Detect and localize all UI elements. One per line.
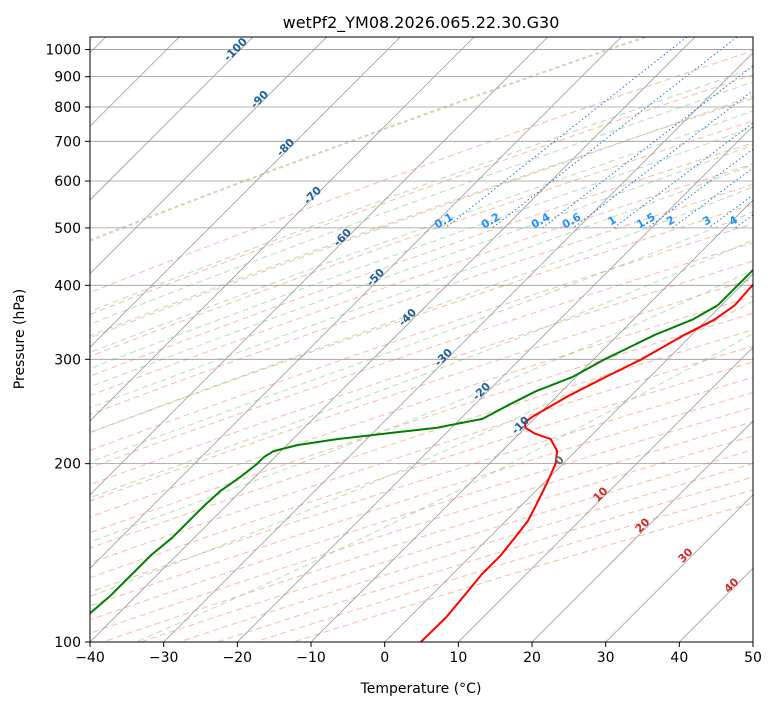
y-tick-label: 100: [54, 635, 81, 651]
y-tick-label: 300: [54, 352, 81, 368]
mixing-ratio-line: [542, 65, 753, 229]
y-tick-label: 500: [54, 221, 81, 237]
y-tick-label: 800: [54, 100, 81, 116]
dry-adiabat: [90, 329, 753, 549]
isotherm-line: [605, 494, 753, 642]
dry-adiabat: [90, 120, 753, 357]
y-tick-label: 400: [54, 278, 81, 294]
moist-adiabat: [90, 95, 753, 339]
dry-adiabat: [90, 142, 753, 377]
isotherm-line: [752, 641, 753, 642]
x-tick-label: −30: [149, 650, 179, 666]
isotherm-line: [384, 273, 753, 642]
dry-adiabat: [90, 376, 753, 593]
x-tick-label: −10: [296, 650, 326, 666]
moist-adiabat: [90, 110, 753, 354]
dry-adiabat: [293, 502, 753, 642]
x-tick-label: 30: [597, 650, 615, 666]
x-tick-label: 20: [523, 650, 541, 666]
dewpoint-profile-line: [90, 268, 753, 615]
isotherm-line: [310, 199, 753, 642]
isotherm-line: [90, 37, 622, 569]
chart-title: wetPf2_YM08.2026.065.22.30.G30: [283, 13, 560, 33]
y-tick-label: 900: [54, 70, 81, 86]
moist-adiabat: [90, 126, 753, 370]
y-tick-label: 200: [54, 457, 81, 473]
temperature-profile-line: [420, 283, 753, 642]
isotherm-line: [531, 420, 753, 642]
isotherm-line: [237, 125, 753, 642]
dry-adiabat: [90, 203, 753, 434]
x-axis-label: Temperature (°C): [360, 681, 482, 697]
moist-adiabat: [90, 81, 753, 325]
y-tick-label: 1000: [45, 43, 81, 59]
isotherm-line: [163, 52, 753, 642]
mixing-ratio-line: [492, 37, 738, 229]
isotherm-line: [90, 37, 327, 275]
mixing-ratio-line: [672, 167, 753, 229]
reference-adiabat: [90, 37, 646, 242]
mixing-ratio-line: [572, 90, 753, 229]
x-tick-label: −40: [75, 650, 105, 666]
x-tick-label: 0: [380, 650, 389, 666]
y-axis-label: Pressure (hPa): [12, 289, 28, 389]
y-tick-label: 700: [54, 134, 81, 150]
x-tick-label: 40: [670, 650, 688, 666]
isotherm-line: [90, 37, 696, 642]
dry-adiabat: [90, 223, 753, 451]
isotherm-line: [90, 37, 401, 348]
moist-adiabat: [90, 186, 753, 434]
dry-adiabat: [217, 476, 753, 642]
dry-adiabat: [90, 163, 753, 397]
moist-adiabat: [90, 211, 753, 463]
dry-adiabat: [255, 489, 753, 642]
isotherm-line: [90, 37, 548, 496]
moist-adiabat: [90, 164, 753, 409]
isotherm-line: [90, 37, 475, 422]
mixing-ratio-label: 6: [766, 213, 775, 228]
dry-adiabat: [140, 449, 753, 642]
dry-adiabat: [90, 183, 753, 415]
dry-adiabat: [178, 463, 753, 642]
plot-area: [90, 37, 753, 642]
moist-adiabat: [90, 67, 753, 313]
dry-adiabat: [90, 345, 753, 564]
x-tick-label: −20: [223, 650, 253, 666]
y-tick-label: 600: [54, 174, 81, 190]
x-tick-label: 10: [449, 650, 467, 666]
isotherm-line: [90, 37, 254, 201]
dry-adiabat: [90, 361, 753, 579]
moist-adiabat: [90, 144, 753, 388]
dry-adiabat: [90, 97, 753, 337]
isotherm-line: [458, 346, 753, 642]
moist-adiabat: [135, 333, 753, 642]
plot-frame: [89, 36, 754, 643]
x-tick-label: 50: [744, 650, 762, 666]
